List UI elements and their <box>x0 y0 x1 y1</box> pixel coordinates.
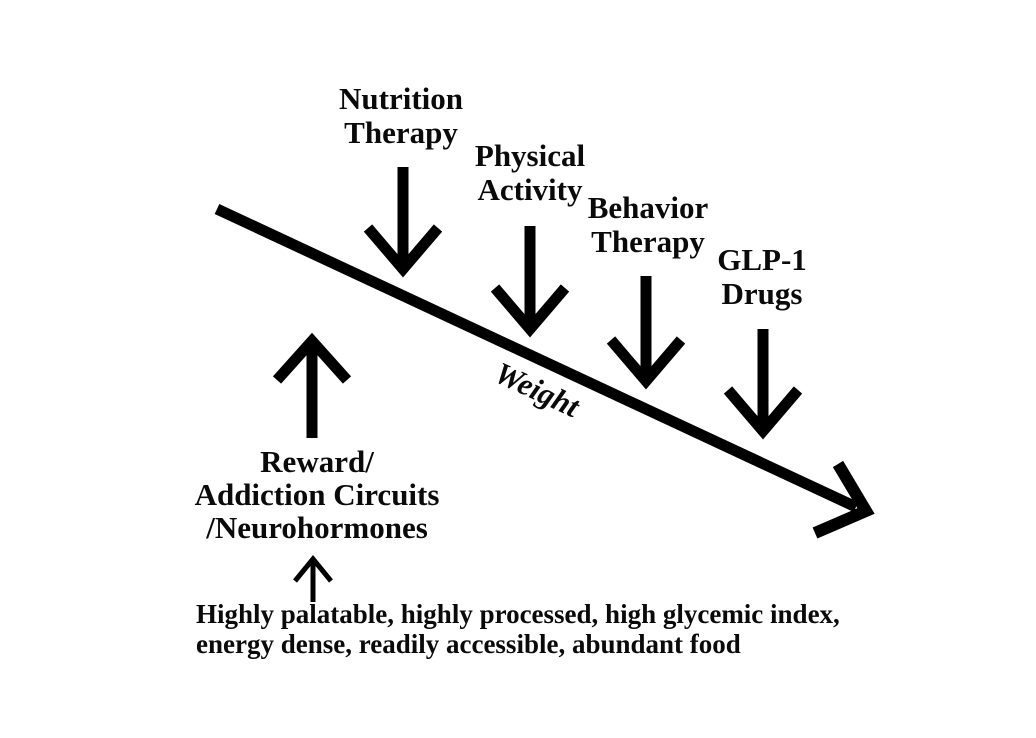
reward-circuits-up-arrow-icon <box>272 332 352 438</box>
food-environment-up-arrow-icon <box>293 555 333 602</box>
physical-activity-down-arrow-icon <box>490 226 570 338</box>
trend-line <box>214 204 859 512</box>
reward-addiction-circuits-label: Reward/ Addiction Circuits /Neurohormone… <box>194 444 440 545</box>
arrow-head <box>293 555 333 583</box>
arrow-head <box>363 224 443 278</box>
behavior-therapy-label: Behavior Therapy <box>587 190 709 260</box>
physical-activity-label: Physical Activity <box>474 138 586 208</box>
food-environment-label: Highly palatable, highly processed, high… <box>196 599 840 660</box>
arrow-head <box>490 284 570 338</box>
glp1-drugs-down-arrow-icon <box>723 329 803 440</box>
nutrition-therapy-down-arrow-icon <box>363 167 443 278</box>
trend-arrowhead <box>812 460 875 539</box>
weight-trend-arrow-icon <box>214 204 875 539</box>
nutrition-therapy-label: Nutrition Therapy <box>339 81 463 151</box>
arrow-head <box>606 336 686 390</box>
arrow-head <box>272 332 352 384</box>
glp1-drugs-label: GLP-1 Drugs <box>717 242 807 312</box>
arrow-head <box>723 386 803 440</box>
behavior-therapy-down-arrow-icon <box>606 276 686 390</box>
